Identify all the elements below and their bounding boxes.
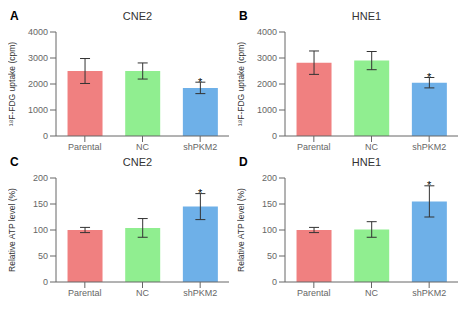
svg-text:Relative ATP level (%): Relative ATP level (%): [237, 188, 246, 272]
svg-text:50: 50: [38, 251, 48, 261]
html-text:C: C: [10, 155, 19, 169]
svg-text:2000: 2000: [28, 79, 48, 89]
svg-text:200: 200: [262, 173, 277, 183]
svg-text:*: *: [198, 187, 203, 199]
svg-text:Parental: Parental: [297, 288, 331, 298]
html-text:HNE1: HNE1: [351, 10, 382, 22]
svg-text:150: 150: [262, 199, 277, 209]
svg-text:4000: 4000: [28, 27, 48, 37]
svg-text:0: 0: [272, 277, 277, 287]
svg-text:shPKM2: shPKM2: [183, 288, 217, 298]
svg-text:*: *: [427, 71, 432, 83]
svg-text:NC: NC: [365, 288, 378, 298]
svg-text:2000: 2000: [257, 79, 277, 89]
svg-text:shPKM2: shPKM2: [183, 142, 217, 152]
svg-text:Relative ATP level (%): Relative ATP level (%): [8, 188, 17, 272]
svg-text:0: 0: [43, 277, 48, 287]
svg-text:4000: 4000: [257, 27, 277, 37]
svg-text:*: *: [198, 76, 203, 88]
svg-text:Parental: Parental: [68, 142, 102, 152]
svg-text:shPKM2: shPKM2: [412, 142, 446, 152]
svg-text:0: 0: [272, 131, 277, 141]
svg-text:150: 150: [33, 199, 48, 209]
svg-text:NC: NC: [136, 142, 149, 152]
svg-text:¹⁸F-FDG uptake (cpm): ¹⁸F-FDG uptake (cpm): [237, 42, 246, 127]
html-text:CNE2: CNE2: [122, 10, 153, 22]
svg-text:NC: NC: [136, 288, 149, 298]
svg-text:100: 100: [262, 225, 277, 235]
svg-text:200: 200: [33, 173, 48, 183]
svg-text:50: 50: [267, 251, 277, 261]
svg-text:Parental: Parental: [297, 142, 331, 152]
html-text:B: B: [239, 9, 248, 23]
svg-text:1000: 1000: [257, 105, 277, 115]
svg-text:¹⁸F-FDG uptake (cpm): ¹⁸F-FDG uptake (cpm): [8, 42, 17, 127]
svg-text:Parental: Parental: [68, 288, 102, 298]
svg-text:*: *: [427, 179, 432, 191]
svg-text:0: 0: [43, 131, 48, 141]
svg-text:shPKM2: shPKM2: [412, 288, 446, 298]
svg-text:100: 100: [33, 225, 48, 235]
svg-text:3000: 3000: [257, 53, 277, 63]
html-text:CNE2: CNE2: [122, 156, 153, 168]
html-text:HNE1: HNE1: [351, 156, 382, 168]
html-text:A: A: [10, 9, 19, 23]
svg-text:NC: NC: [365, 142, 378, 152]
svg-text:1000: 1000: [28, 105, 48, 115]
svg-text:3000: 3000: [28, 53, 48, 63]
html-text:D: D: [239, 155, 248, 169]
